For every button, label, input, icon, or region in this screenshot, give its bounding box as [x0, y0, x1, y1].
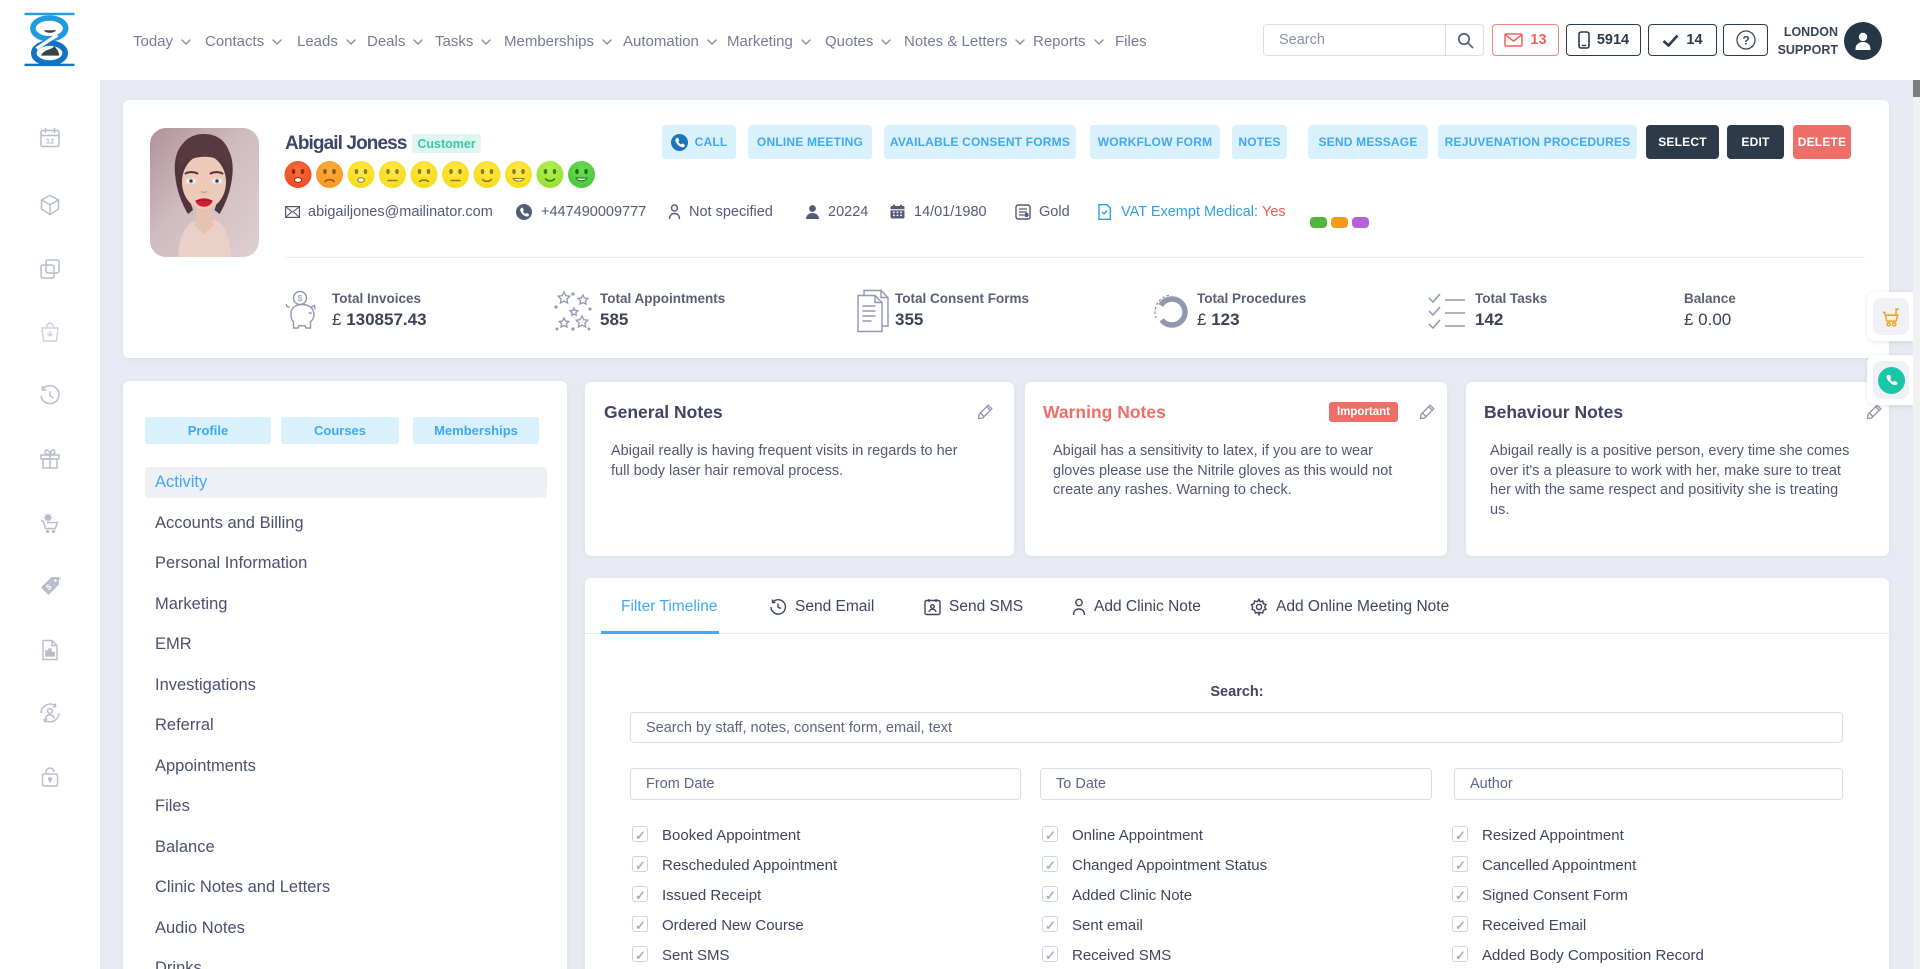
svg-text:12: 12 [46, 137, 54, 146]
svg-text:$: $ [44, 582, 54, 592]
svg-text:$: $ [298, 293, 303, 303]
svg-text:?: ? [1742, 34, 1749, 48]
